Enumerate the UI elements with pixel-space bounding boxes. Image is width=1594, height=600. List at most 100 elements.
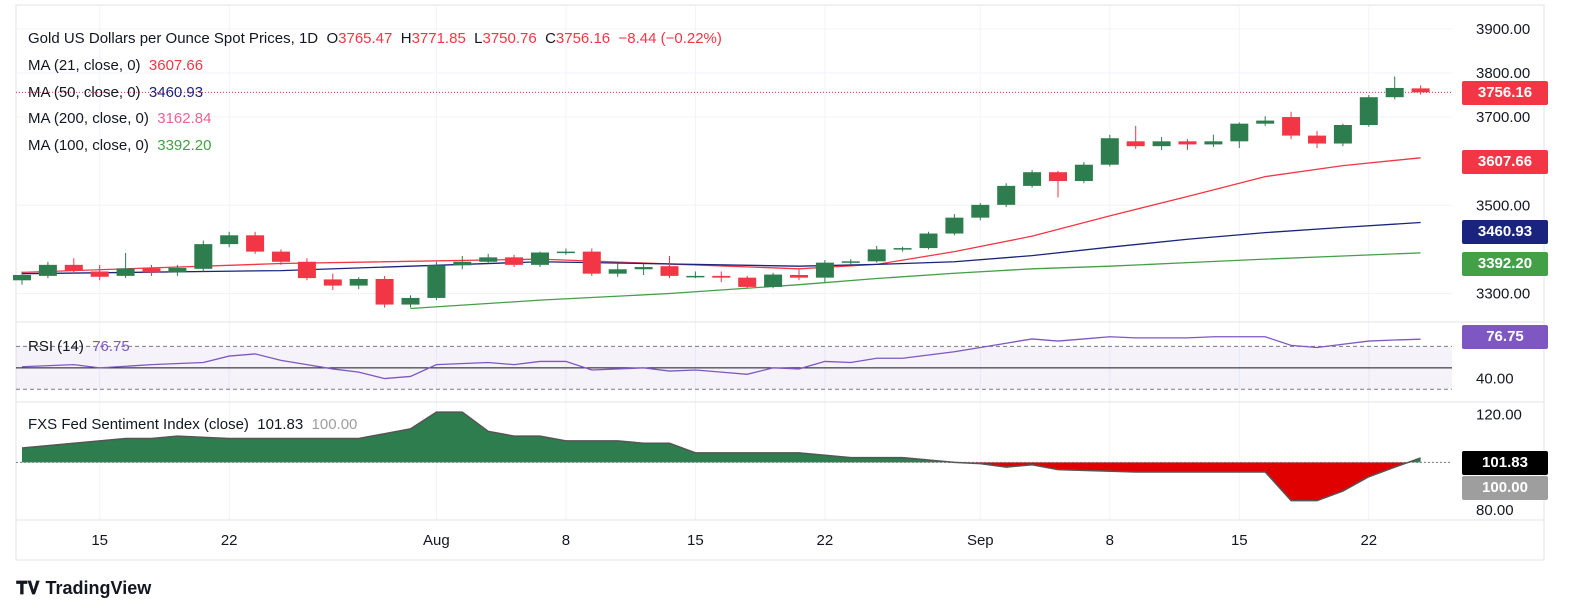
- candle-body: [349, 278, 368, 286]
- candle-body: [1178, 141, 1197, 145]
- candle-body: [608, 269, 627, 274]
- rsi-price-tag: 76.75: [1462, 325, 1548, 349]
- ma50-value: 3460.93: [148, 84, 204, 101]
- candle-body: [764, 274, 783, 287]
- fxs-label: FXS Fed Sentiment Index (close): [28, 416, 249, 433]
- price-tick-label: 3700.00: [1476, 109, 1530, 126]
- ma21-value: 3607.66: [148, 57, 204, 74]
- tradingview-icon: 𝐓𝐕: [16, 578, 40, 598]
- time-tick-label: 22: [221, 532, 238, 549]
- time-tick-label: 22: [817, 532, 834, 549]
- fxs-negative-area: [22, 462, 1421, 501]
- candle-body: [867, 249, 886, 262]
- fxs-positive-area: [22, 412, 1421, 463]
- candle-body: [116, 268, 135, 276]
- ma100-price-tag: 3392.20: [1462, 252, 1548, 276]
- candle-body: [841, 261, 860, 263]
- candle-body: [1023, 172, 1042, 186]
- candle-body: [1256, 120, 1275, 124]
- high-value: 3771.85: [411, 30, 466, 47]
- candle-body: [505, 257, 524, 265]
- fxs-tick-label: 120.00: [1476, 407, 1522, 424]
- ma21-price-tag: 3607.66: [1462, 150, 1548, 174]
- candle-body: [1049, 172, 1067, 182]
- candle-body: [815, 262, 834, 278]
- candle-body: [401, 297, 420, 305]
- candle-body: [1385, 87, 1404, 98]
- ma-line-3: [410, 252, 1421, 310]
- grid-lines: [15, 4, 1545, 561]
- candle-body: [194, 244, 213, 269]
- rsi-legend: RSI (14) 76.75: [28, 338, 130, 355]
- symbol-title: Gold US Dollars per Ounce Spot Prices, 1…: [28, 30, 319, 47]
- candle-body: [971, 204, 990, 218]
- ma50-price-tag: 3460.93: [1462, 220, 1548, 244]
- candle-body: [712, 275, 731, 278]
- candle-body: [634, 267, 653, 270]
- candle-body: [479, 257, 498, 262]
- candle-body: [660, 266, 679, 276]
- price-tick-label: 3300.00: [1476, 286, 1530, 303]
- ohlc-legend: Gold US Dollars per Ounce Spot Prices, 1…: [28, 30, 722, 47]
- candle-body: [323, 279, 342, 286]
- axes: 3900.00 3800.00 3700.00 3500.00 3300.00 15 22 A…: [91, 21, 1530, 549]
- rsi-label: RSI (14): [28, 338, 84, 355]
- ma-line-2: [21, 221, 1421, 275]
- fxs-legend: FXS Fed Sentiment Index (close) 101.83 1…: [28, 416, 357, 433]
- time-tick-label: 8: [562, 532, 570, 549]
- candlesticks: [13, 76, 1430, 308]
- candle-body: [453, 261, 472, 266]
- time-tick-label: 15: [1231, 532, 1248, 549]
- rsi-pane: [16, 336, 1452, 390]
- candle-body: [1282, 117, 1301, 136]
- candle-body: [272, 251, 290, 262]
- candle-body: [919, 233, 938, 249]
- fxs-value: 101.83: [257, 416, 304, 433]
- change-value: −8.44 (−0.22%): [618, 30, 722, 47]
- candle-body: [556, 251, 575, 254]
- time-tick-label: 15: [687, 532, 704, 549]
- rsi-tick-label: 40.00: [1476, 371, 1514, 388]
- ma100-legend: MA (100, close, 0) 3392.20: [28, 137, 211, 154]
- candle-body: [738, 277, 757, 287]
- candle-body: [1333, 125, 1352, 144]
- price-tick-label: 3800.00: [1476, 65, 1530, 82]
- candle-body: [1359, 97, 1378, 125]
- candle-body: [90, 271, 109, 277]
- ma200-label: MA (200, close, 0): [28, 110, 149, 127]
- candle-body: [1204, 141, 1223, 145]
- candle-body: [220, 235, 239, 245]
- ma50-legend: MA (50, close, 0) 3460.93: [28, 84, 203, 101]
- candle-body: [582, 251, 601, 274]
- candle-body: [246, 235, 265, 252]
- open-value: 3765.47: [338, 30, 393, 47]
- ma21-legend: MA (21, close, 0) 3607.66: [28, 57, 203, 74]
- candle-body: [1308, 135, 1326, 144]
- high-label: H: [400, 30, 412, 47]
- candle-body: [686, 275, 705, 278]
- time-tick-label: 22: [1360, 532, 1377, 549]
- candle-body: [427, 265, 446, 298]
- candle-body: [38, 264, 57, 276]
- fed-sentiment-pane: [16, 411, 1452, 502]
- candle-body: [1411, 88, 1430, 93]
- ma200-value: 3162.84: [157, 110, 212, 127]
- candle-body: [1100, 138, 1119, 165]
- time-tick-label: 15: [91, 532, 108, 549]
- time-tick-label: 8: [1106, 532, 1114, 549]
- candle-body: [1126, 141, 1145, 147]
- candle-body: [1074, 164, 1093, 182]
- price-tick-label: 3500.00: [1476, 197, 1530, 214]
- time-tick-label: Aug: [423, 532, 450, 549]
- candle-body: [893, 248, 912, 250]
- candle-body: [945, 217, 964, 234]
- last-price-tag: 3756.16: [1462, 81, 1548, 105]
- tradingview-logo: 𝐓𝐕 TradingView: [16, 578, 151, 599]
- chart-frame: [15, 4, 1545, 561]
- rsi-value: 76.75: [92, 338, 130, 355]
- price-tick-label: 3900.00: [1476, 21, 1530, 38]
- low-label: L: [474, 30, 483, 47]
- ma100-label: MA (100, close, 0): [28, 137, 149, 154]
- close-label: C: [545, 30, 556, 47]
